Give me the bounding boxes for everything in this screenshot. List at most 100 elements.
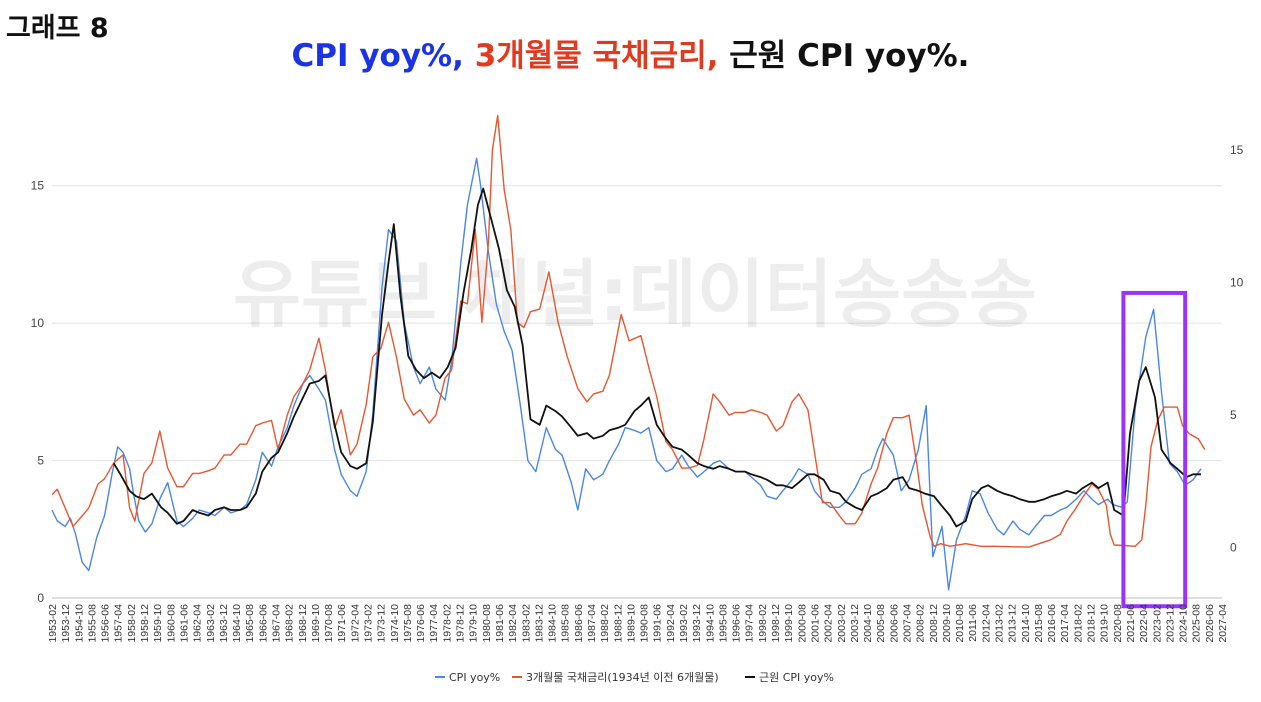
x-tick-label: 1969-10	[310, 604, 322, 643]
x-tick-label: 2014-10	[1020, 604, 1032, 643]
x-tick-label: 1967-04	[271, 604, 283, 643]
x-tick-label: 2025-08	[1191, 604, 1203, 643]
legend: CPI yoy% 3개월물 국채금리(1934년 이전 6개월물) 근원 CPI y…	[435, 671, 834, 684]
y-left-tick-label: 15	[31, 179, 45, 193]
x-tick-label: 1983-12	[533, 604, 545, 643]
series-lines	[51, 114, 1206, 591]
y-axis-right: 0 5 10 15	[1230, 143, 1244, 555]
x-axis: 1953-02 1953-12 1954-10 1955-08 1956-06 1957-…	[47, 604, 1229, 643]
x-tick-label: 1989-10	[625, 604, 637, 643]
x-tick-label: 2002-04	[823, 604, 835, 643]
x-tick-label: 1954-10	[73, 604, 85, 643]
x-tick-label: 1984-10	[547, 604, 559, 643]
x-tick-label: 1968-12	[297, 604, 309, 643]
x-tick-label: 1956-06	[100, 604, 112, 643]
x-tick-label: 2004-10	[862, 604, 874, 643]
y-left-tick-label: 10	[31, 316, 45, 330]
highlight-box	[1121, 290, 1188, 609]
legend-label: 3개월물 국채금리(1934년 이전 6개월물)	[526, 671, 719, 684]
x-tick-label: 1958-12	[139, 604, 151, 643]
x-tick-label: 1993-12	[691, 604, 703, 643]
graph-label: 그래프 8	[6, 13, 109, 44]
y-left-tick-label: 5	[37, 454, 44, 468]
x-tick-label: 1961-06	[179, 604, 191, 643]
x-tick-label: 1994-10	[704, 604, 716, 643]
legend-label: 근원 CPI yoy%	[759, 671, 834, 684]
y-axis-left: 0 5 10 15	[31, 179, 45, 605]
x-tick-label: 1995-08	[717, 604, 729, 643]
x-tick-label: 1960-08	[165, 604, 177, 643]
x-tick-label: 2023-02	[1151, 604, 1163, 643]
x-tick-label: 1987-04	[586, 604, 598, 643]
x-tick-label: 1953-02	[47, 604, 59, 643]
title-part-treasury: 3개월물 국채금리,	[474, 38, 730, 74]
x-tick-label: 2012-04	[980, 604, 992, 643]
watermark-text: 유튜브 채널:데이터송송송	[233, 252, 1037, 338]
x-tick-label: 1986-06	[573, 604, 585, 643]
x-tick-label: 2021-06	[1125, 604, 1137, 643]
x-tick-label: 1985-08	[560, 604, 572, 643]
x-tick-label: 1968-02	[284, 604, 296, 643]
x-tick-label: 1970-08	[323, 604, 335, 643]
x-tick-label: 1996-06	[731, 604, 743, 643]
x-tick-label: 2018-12	[1086, 604, 1098, 643]
x-tick-label: 2016-06	[1046, 604, 1058, 643]
y-right-tick-label: 0	[1230, 541, 1237, 555]
gridlines	[52, 185, 1222, 599]
x-tick-label: 1973-02	[363, 604, 375, 643]
x-tick-label: 2027-04	[1217, 604, 1229, 643]
x-tick-label: 1998-12	[770, 604, 782, 643]
x-tick-label: 2013-02	[994, 604, 1006, 643]
x-tick-label: 2017-04	[1059, 604, 1071, 643]
x-tick-label: 2022-04	[1138, 604, 1150, 643]
y-left-tick-label: 0	[37, 591, 44, 605]
x-tick-label: 2008-12	[928, 604, 940, 643]
x-tick-label: 1997-04	[744, 604, 756, 643]
series-line-2	[51, 114, 1206, 548]
x-tick-label: 2026-06	[1204, 604, 1216, 643]
series-line-1	[51, 157, 1202, 591]
legend-label: CPI yoy%	[449, 671, 500, 684]
x-tick-label: 1999-10	[783, 604, 795, 643]
x-tick-label: 1966-06	[257, 604, 269, 643]
x-tick-label: 2006-06	[888, 604, 900, 643]
x-tick-label: 2015-08	[1033, 604, 1045, 643]
x-tick-label: 1980-08	[481, 604, 493, 643]
x-tick-label: 1981-06	[494, 604, 506, 643]
x-tick-label: 2018-02	[1072, 604, 1084, 643]
x-tick-label: 1976-06	[415, 604, 427, 643]
x-tick-label: 1977-04	[428, 604, 440, 643]
chart-title: CPI yoy%, 3개월물 국채금리, 근원 CPI yoy%.	[0, 30, 1261, 75]
x-tick-label: 1988-02	[599, 604, 611, 643]
x-tick-label: 2000-08	[796, 604, 808, 643]
x-tick-label: 1988-12	[612, 604, 624, 643]
x-tick-label: 2005-08	[875, 604, 887, 643]
x-tick-label: 2024-10	[1178, 604, 1190, 643]
x-tick-label: 2013-12	[1007, 604, 1019, 643]
x-tick-label: 2010-08	[954, 604, 966, 643]
x-tick-label: 1978-12	[455, 604, 467, 643]
x-tick-label: 1965-08	[244, 604, 256, 643]
y-right-tick-label: 15	[1230, 143, 1244, 157]
x-tick-label: 2008-02	[915, 604, 927, 643]
x-tick-label: 2003-02	[836, 604, 848, 643]
x-tick-label: 1955-08	[86, 604, 98, 643]
x-tick-label: 1962-04	[192, 604, 204, 643]
x-tick-label: 1963-12	[218, 604, 230, 643]
x-tick-label: 1979-10	[468, 604, 480, 643]
x-tick-label: 2009-10	[941, 604, 953, 643]
x-tick-label: 1953-12	[60, 604, 72, 643]
x-tick-label: 1975-08	[402, 604, 414, 643]
x-tick-label: 2007-04	[902, 604, 914, 643]
x-tick-label: 1983-02	[520, 604, 532, 643]
x-tick-label: 1974-10	[389, 604, 401, 643]
x-tick-label: 2020-08	[1112, 604, 1124, 643]
x-tick-label: 2023-12	[1164, 604, 1176, 643]
y-right-tick-label: 5	[1230, 408, 1237, 422]
y-right-tick-label: 10	[1230, 276, 1244, 290]
series-line-3	[113, 187, 1201, 528]
title-part-core-cpi: 근원 CPI yoy%.	[729, 38, 970, 74]
x-tick-label: 2001-06	[810, 604, 822, 643]
title-part-cpi: CPI yoy%,	[291, 38, 475, 74]
